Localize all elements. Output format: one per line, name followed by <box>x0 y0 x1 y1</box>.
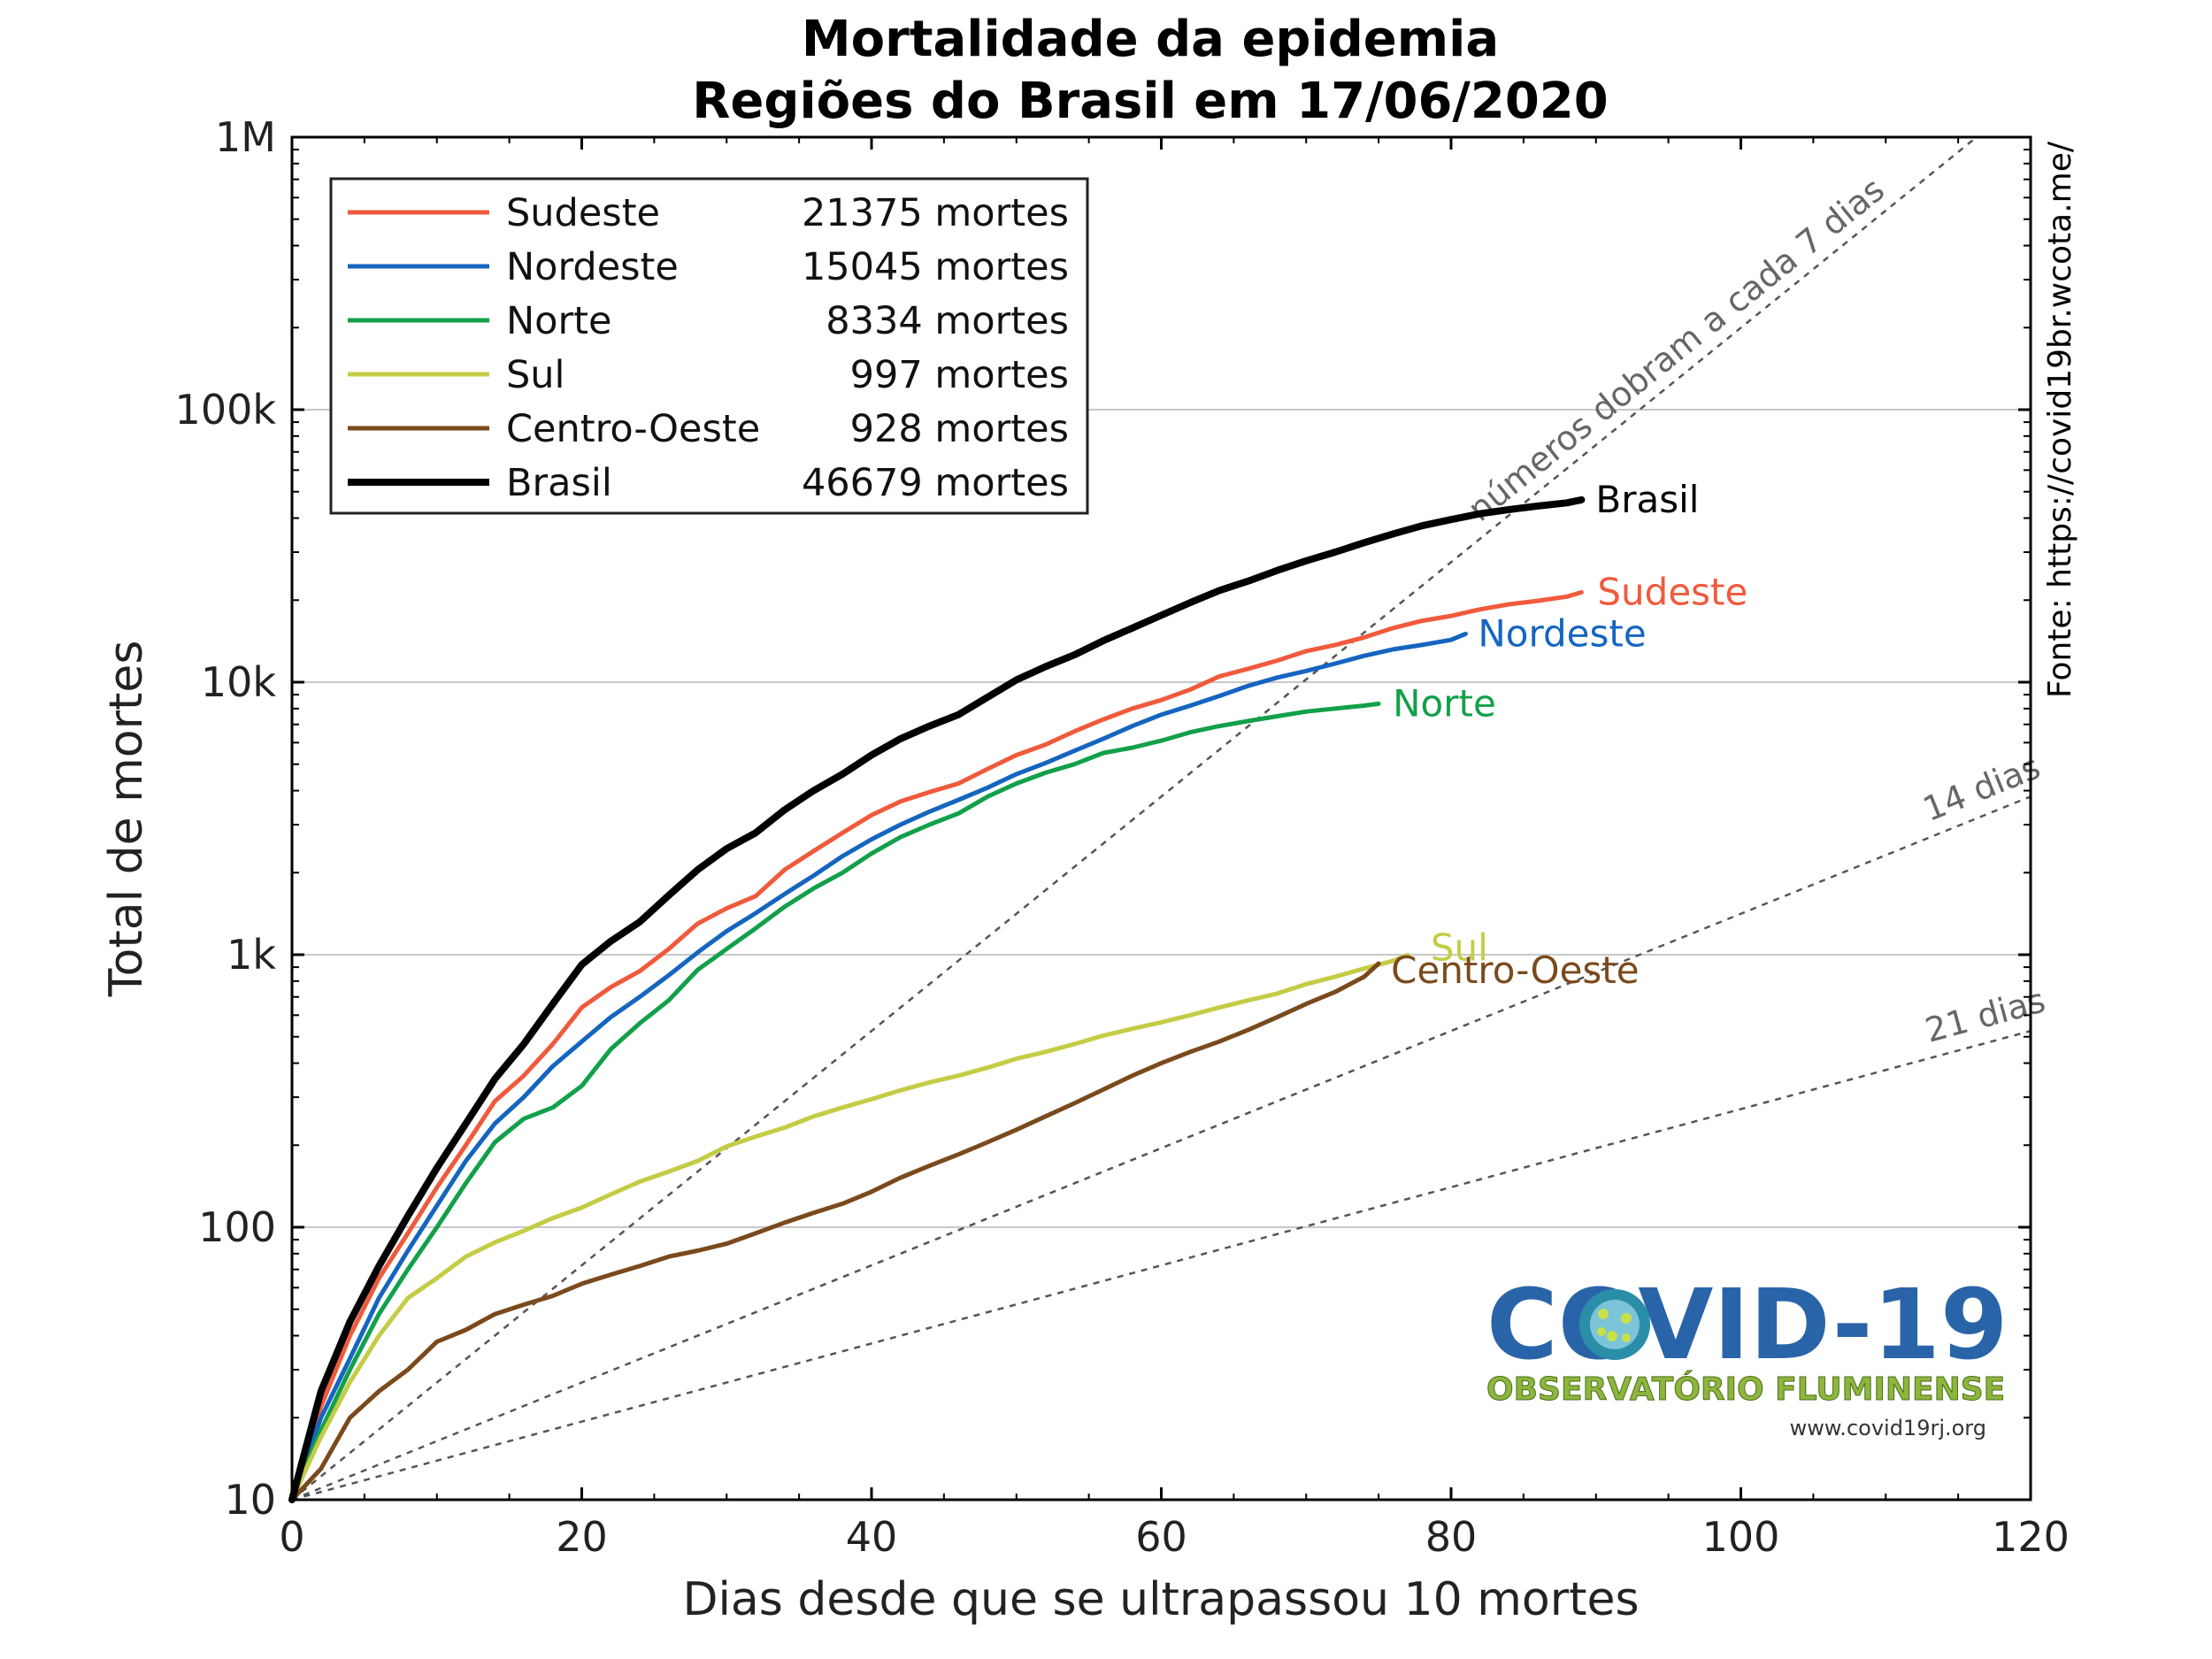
legend: Sudeste 21375 mortes Nordeste 15045 mortes N… <box>329 177 1089 515</box>
end-label-nordeste: Nordeste <box>1478 611 1646 655</box>
series-line-sudeste <box>289 589 1584 1502</box>
legend-name: Sudeste <box>506 191 660 235</box>
x-tick-label: 80 <box>1425 1513 1478 1561</box>
x-tick-label: 0 <box>279 1513 304 1561</box>
reference-line <box>291 1029 2032 1502</box>
series-line-norte <box>289 701 1381 1502</box>
y-tick-label: 1k <box>227 931 276 979</box>
logo-title: COVID-19 <box>1486 1268 2008 1381</box>
end-label-norte: Norte <box>1393 681 1496 725</box>
legend-name: Sul <box>506 353 565 397</box>
legend-value: 21375 mortes <box>802 191 1069 235</box>
y-axis-label: Total de mortes <box>100 641 153 998</box>
x-tick-label: 60 <box>1135 1513 1187 1561</box>
legend-name: Nordeste <box>506 245 679 289</box>
source-note: Fonte: https://covid19br.wcota.me/ <box>2042 141 2078 698</box>
end-label-sul: Sul <box>1431 926 1488 969</box>
x-tick-label: 40 <box>846 1513 898 1561</box>
series-line-sul <box>289 952 1410 1502</box>
y-tick-label: 100 <box>198 1203 276 1251</box>
series-line-nordeste <box>289 631 1468 1502</box>
series-line-centro-oeste <box>289 961 1381 1502</box>
logo-url: www.covid19rj.org <box>1790 1416 1986 1440</box>
y-tick-label: 100k <box>175 386 277 434</box>
y-tick-label: 10 <box>224 1476 276 1524</box>
end-label-sudeste: Sudeste <box>1597 570 1747 613</box>
reference-line <box>291 795 2032 1502</box>
legend-name: Brasil <box>506 461 612 505</box>
x-axis-label: Dias desde que se ultrapassou 10 mortes <box>682 1573 1639 1626</box>
legend-box <box>329 177 1089 515</box>
end-label-centro-oeste: Centro-Oeste <box>1391 949 1640 992</box>
legend-value: 928 mortes <box>850 407 1069 451</box>
legend-name: Norte <box>506 299 611 343</box>
y-tick-label: 1M <box>215 113 276 161</box>
legend-value: 997 mortes <box>850 353 1069 397</box>
chart-title: Mortalidade da epidemia <box>802 11 1499 68</box>
x-tick-label: 100 <box>1702 1513 1780 1561</box>
end-label-brasil: Brasil <box>1595 478 1699 521</box>
virus-icon <box>1579 1289 1650 1360</box>
y-tick-label: 10k <box>201 658 277 706</box>
covid19-logo: COVID-19 OBSERVATÓRIO FLUMINENSE www.cov… <box>1486 1268 2008 1440</box>
axis-ticks: 10 100 1k 10k 100k 1M 0 20 40 60 80 100 120 <box>175 113 2070 1561</box>
x-tick-label: 120 <box>1992 1513 2070 1561</box>
legend-value: 46679 mortes <box>802 461 1069 505</box>
series-line-brasil <box>288 495 1586 1503</box>
reference-line <box>291 136 1978 1501</box>
legend-value: 8334 mortes <box>826 299 1069 343</box>
series-lines <box>288 495 1586 1503</box>
x-tick-label: 20 <box>556 1513 608 1561</box>
legend-value: 15045 mortes <box>802 245 1069 289</box>
logo-subtitle: OBSERVATÓRIO FLUMINENSE <box>1486 1371 2005 1408</box>
chart-subtitle: Regiões do Brasil em 17/06/2020 <box>692 73 1608 130</box>
legend-name: Centro-Oeste <box>506 407 760 451</box>
